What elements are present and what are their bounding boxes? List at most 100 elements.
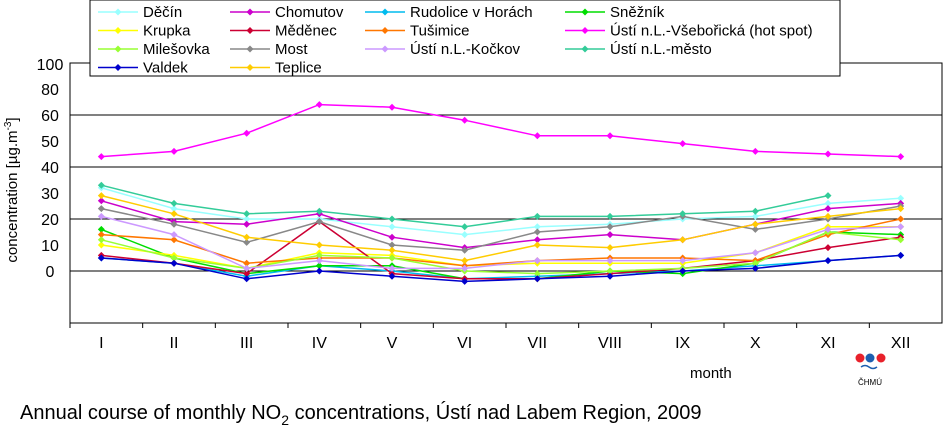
series-line: [101, 200, 901, 249]
series-point: [679, 257, 687, 265]
series-point: [824, 244, 832, 252]
legend-item: Děčín: [98, 4, 182, 21]
series-point: [897, 153, 905, 161]
series-point: [751, 225, 759, 233]
series-point: [461, 246, 469, 254]
series-point: [606, 244, 614, 252]
series-point: [170, 147, 178, 155]
x-tick-label: IV: [312, 335, 327, 352]
x-tick-label: II: [170, 335, 179, 352]
series-point: [243, 129, 251, 137]
series-point: [97, 192, 105, 200]
series-line: [101, 231, 901, 275]
legend-item: Chomutov: [230, 4, 344, 21]
series-point: [170, 210, 178, 218]
legend: Děčín Chomutov Rudolice v Horách Sněžník Kru…: [98, 4, 813, 77]
series-point: [824, 205, 832, 213]
series-point: [243, 275, 251, 283]
series-lines: [97, 101, 905, 285]
series-point: [461, 223, 469, 231]
series-point: [824, 150, 832, 158]
x-tick-label: III: [240, 335, 253, 352]
y-tick-label: 80: [41, 82, 59, 99]
series-point: [170, 259, 178, 267]
series-line: [101, 226, 901, 270]
series-line: [101, 194, 901, 262]
legend-item: Ústí n.L.-město: [565, 41, 712, 58]
legend-label: Krupka: [143, 23, 191, 40]
series-point: [897, 194, 905, 202]
series-point: [388, 246, 396, 254]
legend-swatch-marker: [381, 8, 389, 16]
series-point: [824, 257, 832, 265]
legend-swatch-marker: [114, 27, 122, 34]
logo-dot-right: [876, 353, 886, 363]
legend-item: Měděnec: [230, 23, 337, 40]
legend-swatch-marker: [581, 45, 589, 53]
series-11: [97, 181, 832, 231]
series-point: [897, 251, 905, 259]
series-point: [388, 103, 396, 111]
x-tick-label: VIII: [598, 335, 622, 352]
series-point: [97, 231, 105, 239]
series-point: [461, 277, 469, 285]
series-point: [751, 207, 759, 215]
series-point: [751, 249, 759, 257]
legend-label: Ústí n.L.-Všebořická (hot spot): [610, 23, 813, 40]
x-axis-label: month: [690, 365, 732, 382]
y-tick-label: 0: [46, 264, 55, 281]
legend-swatch-marker: [114, 64, 122, 71]
series-point: [315, 241, 323, 249]
series-point: [315, 262, 323, 270]
series-point: [170, 231, 178, 239]
series-point: [388, 241, 396, 249]
chart-title-main: Annual course of monthly NO: [20, 402, 281, 424]
series-point: [533, 270, 541, 278]
series-point: [824, 225, 832, 233]
legend-swatch-marker: [581, 8, 589, 16]
y-axis-label-main: concentration [µg.m: [4, 131, 21, 263]
series-point: [606, 132, 614, 140]
series-7: [97, 101, 905, 161]
series-line: [101, 205, 901, 251]
series-line: [101, 184, 829, 228]
series-point: [388, 272, 396, 280]
series-point: [679, 140, 687, 148]
series-point: [388, 215, 396, 223]
series-point: [533, 228, 541, 236]
series-point: [533, 223, 541, 231]
series-line: [101, 254, 901, 280]
series-point: [97, 225, 105, 233]
series-line: [101, 218, 901, 267]
legend-item: Sněžník: [565, 4, 665, 21]
series-point: [679, 236, 687, 244]
legend-item: Ústí n.L.-Všebořická (hot spot): [565, 23, 813, 40]
series-point: [170, 205, 178, 213]
legend-swatch-marker: [246, 64, 254, 71]
series-point: [824, 212, 832, 220]
y-tick-label: 40: [41, 160, 59, 177]
series-point: [897, 215, 905, 223]
legend-swatch-marker: [114, 45, 122, 53]
legend-label: Rudolice v Horách: [410, 4, 533, 21]
chart-title: Annual course of monthly NO2 concentrati…: [20, 401, 702, 428]
series-point: [315, 207, 323, 215]
series-point: [97, 254, 105, 262]
legend-swatch-marker: [246, 27, 254, 34]
series-point: [606, 272, 614, 280]
series-point: [243, 270, 251, 278]
series-point: [897, 236, 905, 244]
legend-label: Milešovka: [143, 41, 210, 58]
logo-wave: [860, 364, 878, 370]
legend-label: Děčín: [143, 4, 182, 21]
legend-label: Ústí n.L.-Kočkov: [410, 41, 521, 58]
series-point: [388, 233, 396, 241]
legend-label: Most: [275, 41, 308, 58]
legend-item: Teplice: [230, 60, 322, 77]
legend-item: Krupka: [98, 23, 191, 40]
logo-dot-mid: [865, 353, 875, 363]
series-point: [388, 264, 396, 272]
series-point: [533, 275, 541, 283]
series-point: [461, 231, 469, 239]
